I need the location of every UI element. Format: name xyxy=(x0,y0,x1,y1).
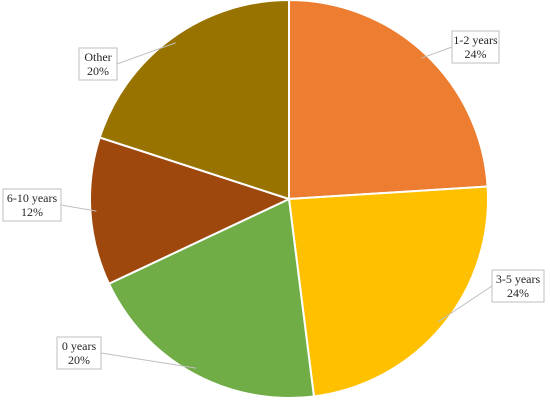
data-label-box xyxy=(491,269,545,303)
data-label-value: 24% xyxy=(465,47,487,61)
data-label-category: 6-10 years xyxy=(7,191,58,205)
data-label-category: 1-2 years xyxy=(453,33,498,47)
pie-slice-3-5-years xyxy=(287,185,489,398)
data-label-value: 12% xyxy=(21,205,43,219)
pie-slice-1-2-years xyxy=(288,0,489,201)
pie-slice-0-years xyxy=(107,197,316,399)
pie-slice-other xyxy=(98,0,290,201)
leader-line xyxy=(116,42,176,65)
data-label-category: 0 years xyxy=(62,339,97,353)
data-label-value: 20% xyxy=(87,64,109,78)
data-label-box xyxy=(2,188,62,222)
data-label-box xyxy=(451,30,500,64)
pie-slice-6-10-years xyxy=(89,136,292,286)
data-label-category: Other xyxy=(84,50,111,64)
leader-line xyxy=(100,352,197,369)
data-label-value: 20% xyxy=(68,353,90,367)
leader-line xyxy=(437,285,493,323)
data-label-category: 3-5 years xyxy=(496,272,541,286)
data-label-value: 24% xyxy=(507,286,529,300)
leader-line xyxy=(60,204,97,212)
data-label-box xyxy=(78,47,118,81)
leader-line xyxy=(420,46,453,59)
leader-lines xyxy=(60,42,493,369)
pie-slices xyxy=(89,0,489,399)
data-label-box xyxy=(56,336,102,370)
